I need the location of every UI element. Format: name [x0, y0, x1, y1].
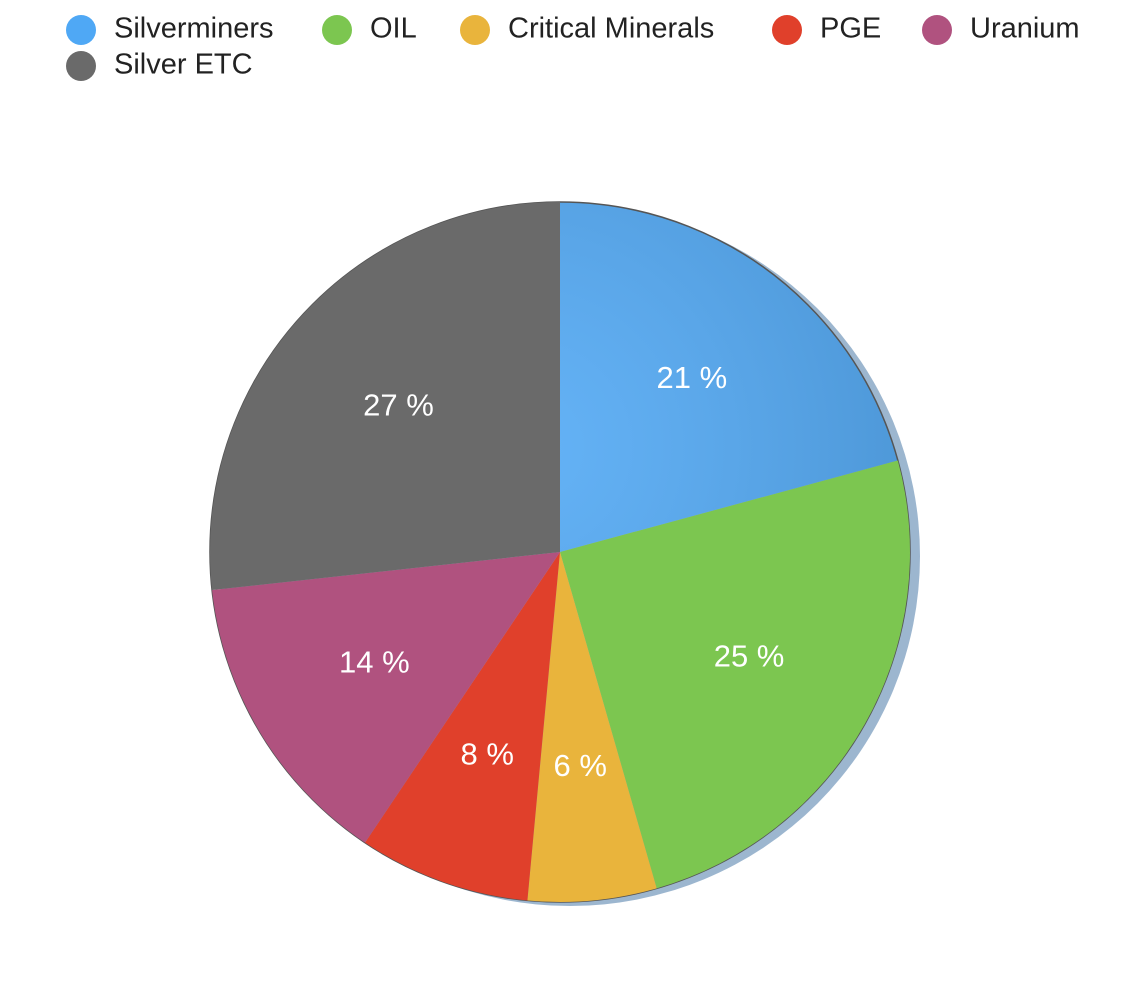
pie: 21 % 25 % 6 % 8 % 14 % 27 % — [209, 201, 920, 906]
legend-label: Silverminers — [114, 13, 274, 45]
data-label: 21 % — [657, 360, 728, 395]
legend-swatch — [322, 15, 352, 45]
data-label: 6 % — [554, 748, 607, 783]
data-label: 25 % — [714, 639, 785, 674]
legend-swatch — [922, 15, 952, 45]
legend-label: Silver ETC — [114, 49, 253, 81]
pie-slice — [527, 552, 657, 902]
data-label: 14 % — [339, 645, 410, 680]
legend-swatch — [66, 51, 96, 81]
data-label: 8 % — [460, 737, 513, 772]
legend: Silverminers OIL Critical Minerals PGE Urani… — [66, 13, 1080, 81]
legend-swatch — [460, 15, 490, 45]
legend-swatch — [66, 15, 96, 45]
pie-slice — [560, 460, 910, 889]
pie-slice — [364, 552, 560, 901]
data-label: 27 % — [363, 387, 434, 422]
legend-label: Critical Minerals — [508, 13, 714, 45]
pie-slice — [209, 202, 560, 591]
pie-slice — [212, 552, 560, 843]
legend-swatch — [772, 15, 802, 45]
legend-label: PGE — [820, 13, 881, 45]
legend-label: Uranium — [970, 13, 1080, 45]
legend-label: OIL — [370, 13, 417, 45]
